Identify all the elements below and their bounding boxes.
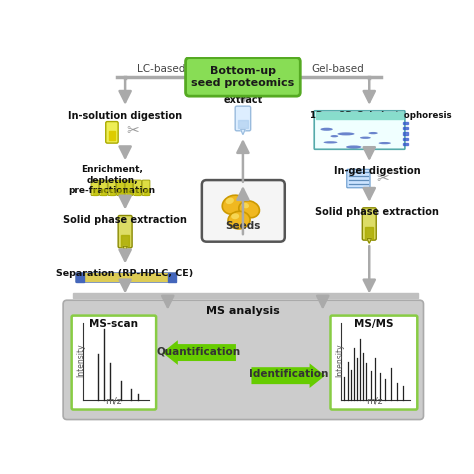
Ellipse shape [239,201,259,218]
Bar [403,132,408,135]
Text: Protein
extract: Protein extract [223,83,263,105]
FancyBboxPatch shape [330,316,417,410]
Text: m/z: m/z [365,397,382,406]
FancyBboxPatch shape [347,169,370,188]
Bar [316,112,403,119]
FancyBboxPatch shape [108,180,116,195]
Ellipse shape [226,198,234,204]
Ellipse shape [346,146,362,148]
Bar [73,292,418,298]
Ellipse shape [231,213,239,219]
Bar [76,273,84,282]
FancyArrow shape [162,340,236,365]
Text: In-gel digestion: In-gel digestion [334,166,420,176]
Text: LC-based: LC-based [137,64,186,74]
FancyBboxPatch shape [125,180,133,195]
Bar [144,189,148,195]
Bar [403,121,408,124]
Ellipse shape [228,211,250,229]
FancyBboxPatch shape [100,180,107,195]
FancyBboxPatch shape [118,216,132,248]
Text: MS analysis: MS analysis [206,306,280,316]
Bar [168,273,175,282]
Text: Quantification: Quantification [157,346,241,356]
Text: Solid phase extraction: Solid phase extraction [315,207,439,217]
Bar [403,127,408,129]
Text: Separation (RP-HPLC, CE): Separation (RP-HPLC, CE) [56,269,194,278]
Ellipse shape [360,137,371,139]
FancyArrow shape [251,364,325,388]
FancyBboxPatch shape [314,111,405,149]
Text: Enrichment,
depletion,
pre-fractionation: Enrichment, depletion, pre-fractionation [68,165,155,195]
Text: In-solution digestion: In-solution digestion [68,111,182,121]
Text: m/z: m/z [105,397,122,406]
Bar [109,131,115,140]
Bar [403,138,408,140]
FancyBboxPatch shape [72,316,156,410]
Ellipse shape [222,195,245,214]
FancyBboxPatch shape [75,273,176,283]
Text: Identification: Identification [249,369,328,379]
Text: Bottom-up
seed proteomics: Bottom-up seed proteomics [191,66,294,88]
FancyBboxPatch shape [142,180,150,195]
Text: Intensity: Intensity [76,344,85,377]
Text: Seeds: Seeds [225,221,261,231]
Polygon shape [367,238,372,243]
Polygon shape [123,246,128,251]
Ellipse shape [337,132,355,136]
FancyBboxPatch shape [91,180,99,195]
Text: MS/MS: MS/MS [354,319,393,329]
Bar [127,189,131,195]
Ellipse shape [379,142,391,144]
FancyBboxPatch shape [235,106,251,131]
Text: Intensity: Intensity [335,344,344,377]
Bar [121,235,129,246]
Bar [403,143,408,146]
Polygon shape [241,129,245,135]
Bar [365,227,373,238]
FancyBboxPatch shape [106,121,118,143]
FancyBboxPatch shape [362,208,376,240]
Text: ✂: ✂ [127,123,139,138]
Ellipse shape [324,141,337,144]
Text: 1D or 2D-Gel electrophoresis: 1D or 2D-Gel electrophoresis [310,111,452,120]
Ellipse shape [241,203,249,209]
FancyBboxPatch shape [63,300,423,419]
Bar [109,189,114,195]
Bar [118,189,123,195]
FancyBboxPatch shape [186,58,300,96]
Text: Solid phase extraction: Solid phase extraction [63,215,187,225]
Ellipse shape [320,128,333,131]
FancyBboxPatch shape [117,180,124,195]
Text: MS-scan: MS-scan [89,319,138,329]
FancyBboxPatch shape [134,180,141,195]
Ellipse shape [330,135,338,137]
Bar [92,189,97,195]
FancyBboxPatch shape [202,180,285,242]
Bar [101,189,106,195]
Text: ✂: ✂ [377,171,390,186]
Bar [135,189,140,195]
Ellipse shape [368,132,378,134]
Text: Gel-based: Gel-based [312,64,365,74]
Bar [238,120,247,128]
